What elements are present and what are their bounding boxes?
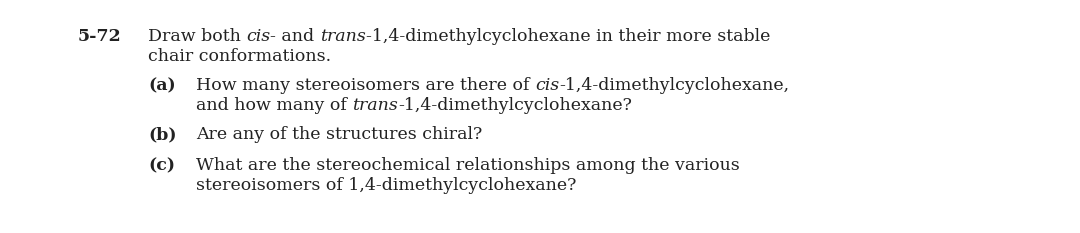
Text: What are the stereochemical relationships among the various: What are the stereochemical relationship… <box>195 157 740 174</box>
Text: trans: trans <box>352 97 399 114</box>
Text: -1,4-dimethylcyclohexane?: -1,4-dimethylcyclohexane? <box>399 97 632 114</box>
Text: 5-72: 5-72 <box>78 28 122 45</box>
Text: (b): (b) <box>148 126 176 143</box>
Text: Are any of the structures chiral?: Are any of the structures chiral? <box>195 126 483 143</box>
Text: and how many of: and how many of <box>195 97 352 114</box>
Text: How many stereoisomers are there of: How many stereoisomers are there of <box>195 77 535 94</box>
Text: cis: cis <box>246 28 270 45</box>
Text: -1,4-dimethylcyclohexane in their more stable: -1,4-dimethylcyclohexane in their more s… <box>366 28 770 45</box>
Text: stereoisomers of 1,4-dimethylcyclohexane?: stereoisomers of 1,4-dimethylcyclohexane… <box>195 177 577 194</box>
Text: (c): (c) <box>148 157 175 174</box>
Text: trans: trans <box>320 28 366 45</box>
Text: (a): (a) <box>148 77 176 94</box>
Text: chair conformations.: chair conformations. <box>148 48 332 65</box>
Text: - and: - and <box>270 28 320 45</box>
Text: -1,4-dimethylcyclohexane,: -1,4-dimethylcyclohexane, <box>559 77 789 94</box>
Text: cis: cis <box>535 77 559 94</box>
Text: Draw both: Draw both <box>148 28 246 45</box>
